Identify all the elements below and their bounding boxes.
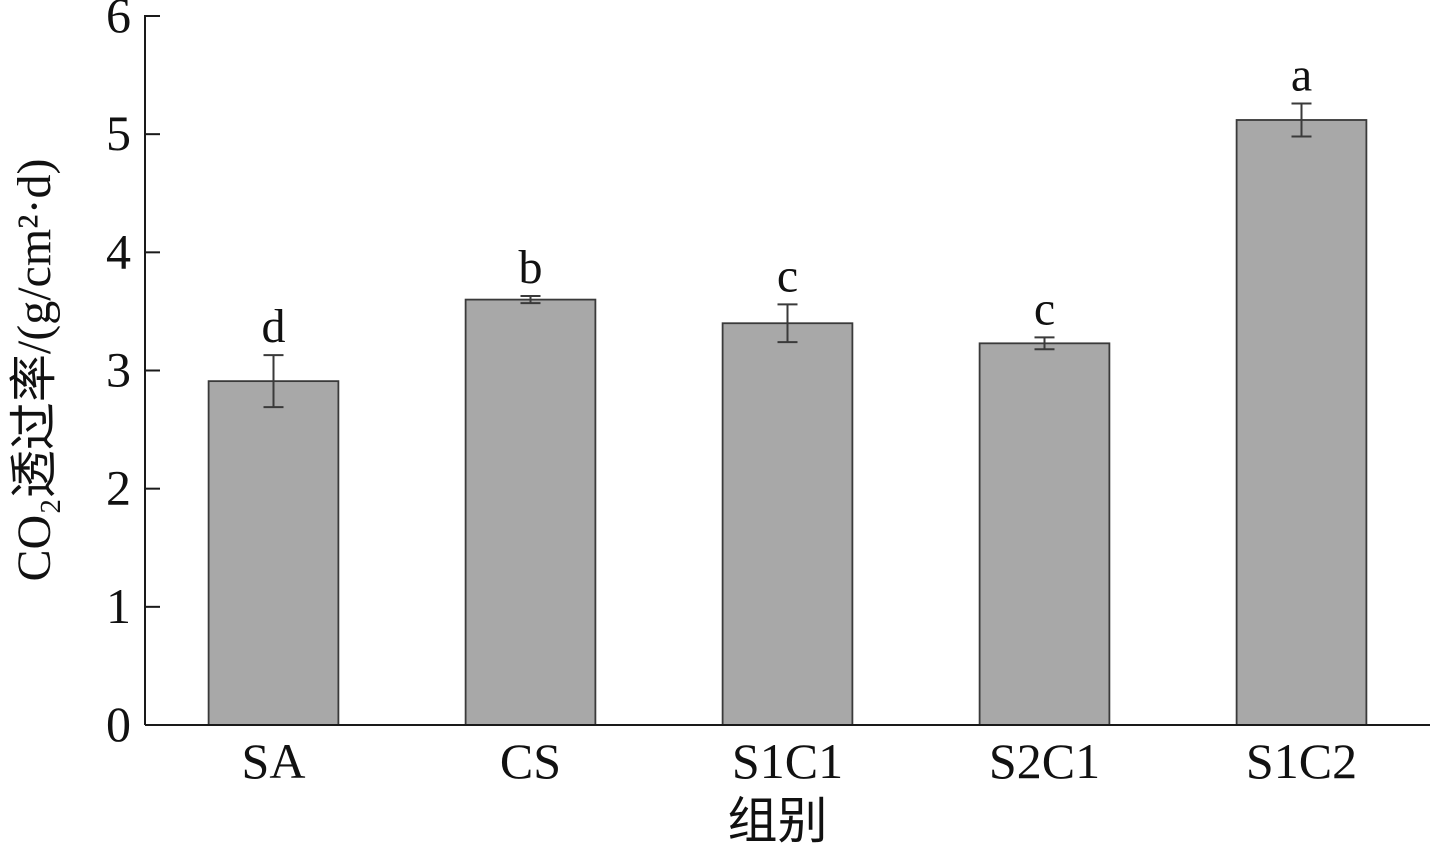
x-tick-label-s2c1: S2C1 [989,733,1100,789]
significance-letter-cs: b [519,241,543,294]
x-tick-label-cs: CS [500,733,561,789]
y-tick-label-2: 2 [106,460,131,516]
significance-letter-s1c1: c [777,249,798,302]
bars-group [207,119,1368,726]
y-tick-label-1: 1 [106,578,131,634]
bar-s1c2 [1235,119,1368,726]
x-tick-label-s1c2: S1C2 [1246,733,1357,789]
x-tick-label-s1c1: S1C1 [732,733,843,789]
y-tick-label-5: 5 [106,105,131,161]
bar-cs [464,298,597,726]
significance-letter-s1c2: a [1291,48,1312,101]
significance-letter-sa: d [262,300,286,353]
bar-s1c1 [721,322,854,726]
error-bar-s1c2 [1291,102,1312,138]
error-bar-sa [263,354,284,409]
bar-sa [207,380,340,726]
labels-group: d SA b CS c S1C1 c S2C1 a S1C2 0 1 2 3 4 5 6 [106,0,1357,789]
x-axis-title: 组别 [728,793,828,849]
y-axis-title: CO₂透过率/(g/cm²·d) [8,158,61,581]
error-bar-cs [520,295,541,305]
bar-s2c1 [978,342,1111,726]
x-tick-label-sa: SA [242,733,306,789]
y-tick-label-6: 6 [106,0,131,43]
error-bar-s1c1 [777,303,798,344]
significance-letter-s2c1: c [1034,282,1055,335]
y-tick-label-3: 3 [106,342,131,398]
y-tick-label-0: 0 [106,696,131,752]
y-tick-label-4: 4 [106,223,131,279]
error-bars-group [263,102,1312,409]
error-bar-s2c1 [1034,336,1055,351]
axes-group [144,15,1430,726]
